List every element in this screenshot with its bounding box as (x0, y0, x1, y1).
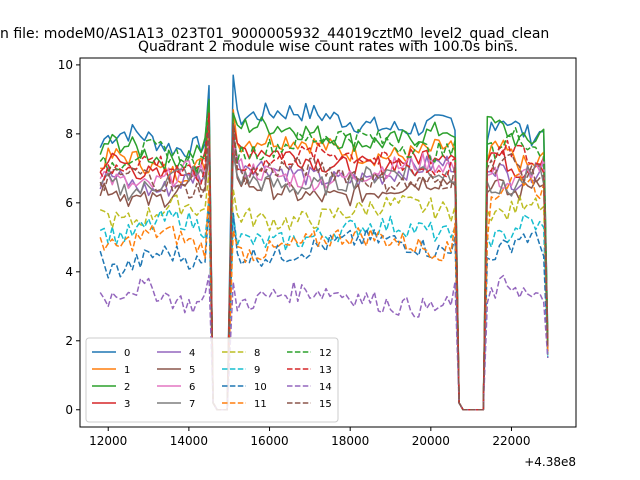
legend-label-5: 5 (189, 365, 195, 376)
chart-title: Quadrant 2 module wise count rates with … (138, 39, 518, 55)
legend-label-8: 8 (254, 348, 260, 359)
legend-label-6: 6 (189, 382, 195, 393)
x-tick-label: 16000 (250, 434, 288, 448)
legend-label-3: 3 (124, 399, 130, 410)
legend-label-9: 9 (254, 365, 260, 376)
series-line-15 (99, 122, 549, 411)
x-tick-label: 20000 (412, 434, 450, 448)
x-axis: 12000 14000 16000 18000 20000 22000 (89, 427, 531, 448)
y-tick-label: 0 (65, 403, 73, 417)
legend-label-7: 7 (189, 399, 195, 410)
y-axis: 0 2 4 6 8 10 (58, 58, 80, 417)
legend-label-0: 0 (124, 348, 130, 359)
legend-label-10: 10 (254, 382, 267, 393)
series-line-13 (99, 112, 549, 411)
y-tick-label: 10 (58, 58, 73, 72)
suptitle: n file: modeM0/AS1A13_023T01_9000005932_… (0, 26, 549, 42)
legend-label-4: 4 (189, 348, 195, 359)
y-tick-label: 4 (65, 265, 73, 279)
y-tick-label: 2 (65, 334, 73, 348)
legend-label-15: 15 (319, 399, 332, 410)
x-offset-text: +4.38e8 (524, 455, 576, 469)
x-tick-label: 22000 (492, 434, 530, 448)
series-layer (99, 74, 549, 411)
legend-label-13: 13 (319, 365, 332, 376)
x-tick-label: 14000 (170, 434, 208, 448)
legend-label-12: 12 (319, 348, 332, 359)
legend-label-1: 1 (124, 365, 130, 376)
y-tick-label: 8 (65, 127, 73, 141)
legend-label-14: 14 (319, 382, 332, 393)
x-tick-label: 18000 (331, 434, 369, 448)
plot-frame (79, 57, 577, 428)
legend-label-11: 11 (254, 399, 267, 410)
x-tick-label: 12000 (89, 434, 127, 448)
legend-box (85, 337, 339, 423)
y-tick-label: 6 (65, 196, 73, 210)
legend-label-2: 2 (124, 382, 130, 393)
